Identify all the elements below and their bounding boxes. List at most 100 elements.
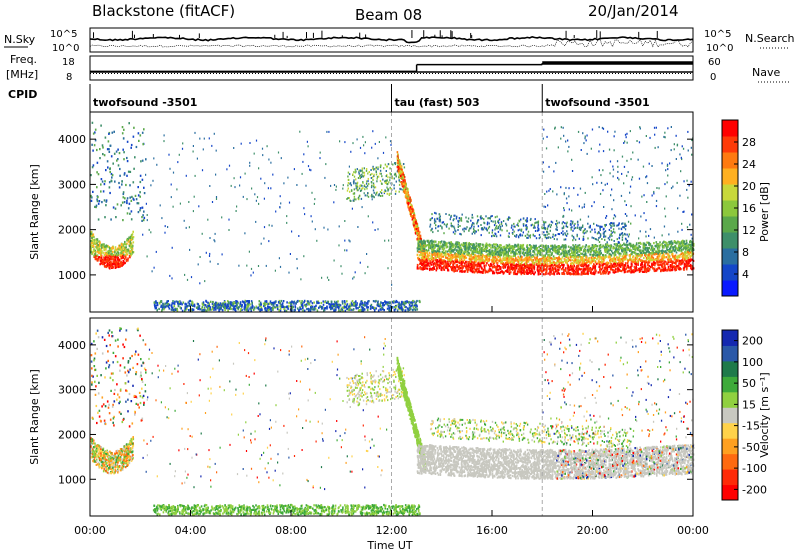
power-cell	[110, 260, 112, 263]
power-cell	[364, 272, 366, 275]
power-cell	[366, 305, 368, 308]
power-cell	[214, 301, 217, 304]
power-cell	[194, 174, 196, 177]
power-cell	[243, 305, 246, 308]
power-cell	[93, 249, 95, 252]
power-cell	[255, 199, 257, 202]
power-cell	[237, 302, 239, 305]
power-cell	[349, 303, 351, 306]
power-cell	[333, 303, 335, 306]
power-cell	[511, 263, 513, 266]
nave-dot	[339, 73, 340, 74]
nave-dot	[600, 73, 601, 74]
power-cell	[562, 267, 564, 270]
power-cell	[130, 242, 133, 245]
nave-dot	[462, 73, 463, 74]
power-cell	[436, 267, 439, 270]
power-cell	[311, 302, 314, 305]
power-cell	[103, 265, 106, 268]
power-cell	[248, 250, 250, 253]
power-cell	[135, 198, 138, 201]
nave-dot	[615, 73, 616, 74]
power-cell	[153, 157, 155, 160]
power-cell	[512, 266, 515, 270]
power-cell	[389, 140, 392, 143]
power-cell	[480, 253, 482, 256]
power-cell	[118, 258, 121, 262]
power-cell	[400, 168, 402, 171]
power-cell	[92, 149, 94, 152]
nave-dot	[375, 73, 376, 74]
power-cell	[178, 300, 181, 303]
power-cell	[270, 303, 273, 306]
power-cell	[336, 300, 338, 303]
power-cell	[465, 266, 468, 269]
power-cell	[398, 190, 400, 193]
power-cell	[161, 304, 164, 307]
power-cell	[355, 182, 357, 185]
power-cell	[117, 148, 119, 151]
power-cell	[331, 303, 334, 306]
power-cell	[674, 254, 677, 257]
power-cell	[207, 218, 209, 221]
power-cell	[384, 300, 386, 303]
power-cell	[479, 258, 481, 261]
power-cell	[303, 153, 305, 156]
power-cell	[401, 168, 403, 171]
power-cell	[203, 137, 205, 140]
power-cell	[185, 226, 187, 229]
power-cell	[403, 301, 405, 304]
power-cell	[395, 299, 398, 303]
power-cell	[237, 306, 239, 309]
power-cell	[661, 246, 664, 249]
power-cell	[531, 263, 534, 266]
power-cell	[403, 305, 406, 308]
power-cell	[601, 257, 603, 261]
power-cell	[686, 242, 688, 245]
power-cell	[341, 308, 343, 311]
power-cell	[360, 309, 363, 312]
power-cell	[229, 302, 232, 305]
power-cell	[385, 175, 387, 178]
power-cell	[98, 243, 100, 246]
power-cell	[268, 240, 270, 243]
nave-dot	[687, 73, 688, 74]
power-cell	[389, 304, 391, 307]
power-cell	[389, 172, 391, 175]
power-cell	[313, 202, 315, 205]
power-cell	[279, 206, 281, 209]
power-cell	[446, 250, 449, 253]
power-cell	[470, 247, 472, 250]
power-cell	[143, 186, 145, 189]
nave-dot	[312, 73, 313, 74]
power-cell	[207, 304, 210, 308]
power-cell	[603, 269, 606, 272]
power-cell	[619, 243, 622, 246]
power-cell	[341, 301, 344, 304]
power-cell	[202, 148, 204, 151]
power-cell	[360, 197, 363, 200]
power-cell	[645, 244, 647, 247]
power-cell	[263, 226, 266, 229]
nave-dot	[348, 73, 349, 74]
power-cell	[250, 267, 253, 270]
power-cell	[245, 300, 248, 303]
power-cell	[356, 138, 358, 141]
nave-dot	[651, 73, 652, 74]
power-cell	[549, 273, 551, 276]
power-cell	[521, 271, 524, 274]
power-cell	[110, 155, 113, 158]
power-cell	[380, 172, 382, 175]
power-cell	[512, 247, 514, 250]
power-cell	[441, 255, 443, 258]
power-cell	[244, 172, 246, 175]
power-cell	[104, 258, 106, 261]
power-cell	[150, 231, 152, 234]
power-cell	[356, 185, 358, 188]
power-cell	[110, 262, 113, 265]
power-cell	[364, 188, 366, 191]
power-cell	[232, 303, 234, 306]
power-cell	[652, 263, 655, 266]
nave-dot	[567, 73, 568, 74]
power-cell	[677, 266, 679, 269]
